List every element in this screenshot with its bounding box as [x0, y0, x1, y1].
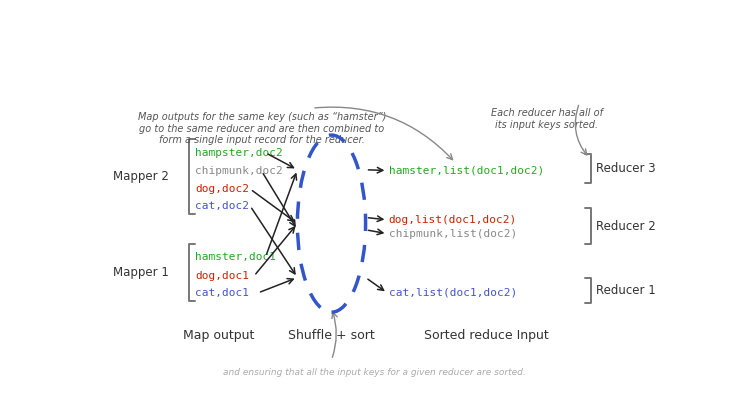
Text: Shuffle + sort: Shuffle + sort	[288, 329, 375, 342]
Text: Mapper 1: Mapper 1	[113, 266, 169, 279]
Text: Each reducer has all of
its input keys sorted.: Each reducer has all of its input keys s…	[491, 108, 603, 130]
Text: Sorted reduce Input: Sorted reduce Input	[424, 329, 549, 342]
Text: hamster,doc1: hamster,doc1	[195, 252, 276, 262]
Text: Mapper 2: Mapper 2	[113, 170, 169, 183]
Text: chipmunk,doc2: chipmunk,doc2	[195, 166, 283, 176]
Text: and ensuring that all the input keys for a given reducer are sorted.: and ensuring that all the input keys for…	[223, 368, 526, 377]
Text: hamster,list(doc1,doc2): hamster,list(doc1,doc2)	[389, 165, 544, 176]
Text: Reducer 2: Reducer 2	[596, 220, 656, 233]
Text: dog,list(doc1,doc2): dog,list(doc1,doc2)	[389, 215, 517, 225]
Text: cat,doc1: cat,doc1	[195, 288, 249, 298]
Text: Reducer 3: Reducer 3	[596, 162, 656, 175]
Text: Map outputs for the same key (such as “hamster”)
go to the same reducer and are : Map outputs for the same key (such as “h…	[137, 112, 386, 145]
Text: dog,doc1: dog,doc1	[195, 271, 249, 281]
Text: dog,doc2: dog,doc2	[195, 184, 249, 194]
Text: Map output: Map output	[183, 329, 255, 342]
Text: chipmunk,list(doc2): chipmunk,list(doc2)	[389, 228, 517, 239]
Text: cat,list(doc1,doc2): cat,list(doc1,doc2)	[389, 288, 517, 298]
Text: cat,doc2: cat,doc2	[195, 201, 249, 211]
Text: Reducer 1: Reducer 1	[596, 284, 656, 297]
Text: hampster,doc2: hampster,doc2	[195, 148, 283, 158]
